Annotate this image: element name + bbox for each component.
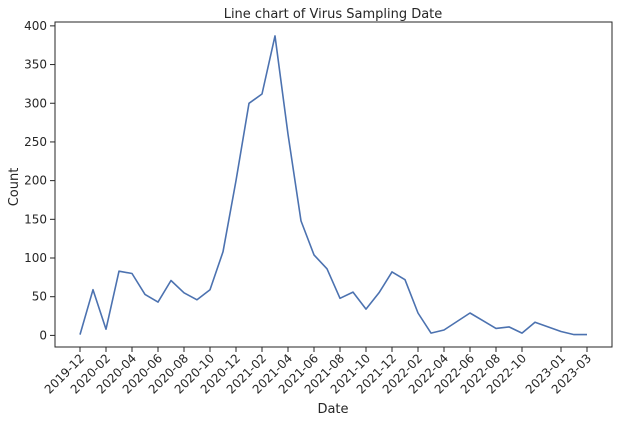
y-tick-label: 100 [24,251,47,265]
y-tick-label: 150 [24,212,47,226]
plot-area-frame [54,21,613,348]
y-tick-label: 400 [24,19,47,33]
axis-ticks: 0501001502002503003504002019-122020-0220… [24,19,594,397]
y-axis-label: Count [7,168,22,207]
y-tick-label: 350 [24,58,47,72]
y-tick-label: 50 [32,290,47,304]
x-axis-label: Date [317,402,348,417]
y-tick-label: 0 [39,328,47,342]
y-tick-label: 300 [24,96,47,110]
y-tick-label: 200 [24,174,47,188]
y-tick-label: 250 [24,135,47,149]
series-line-count [79,35,587,336]
chart-title: Line chart of Virus Sampling Date [224,7,443,22]
